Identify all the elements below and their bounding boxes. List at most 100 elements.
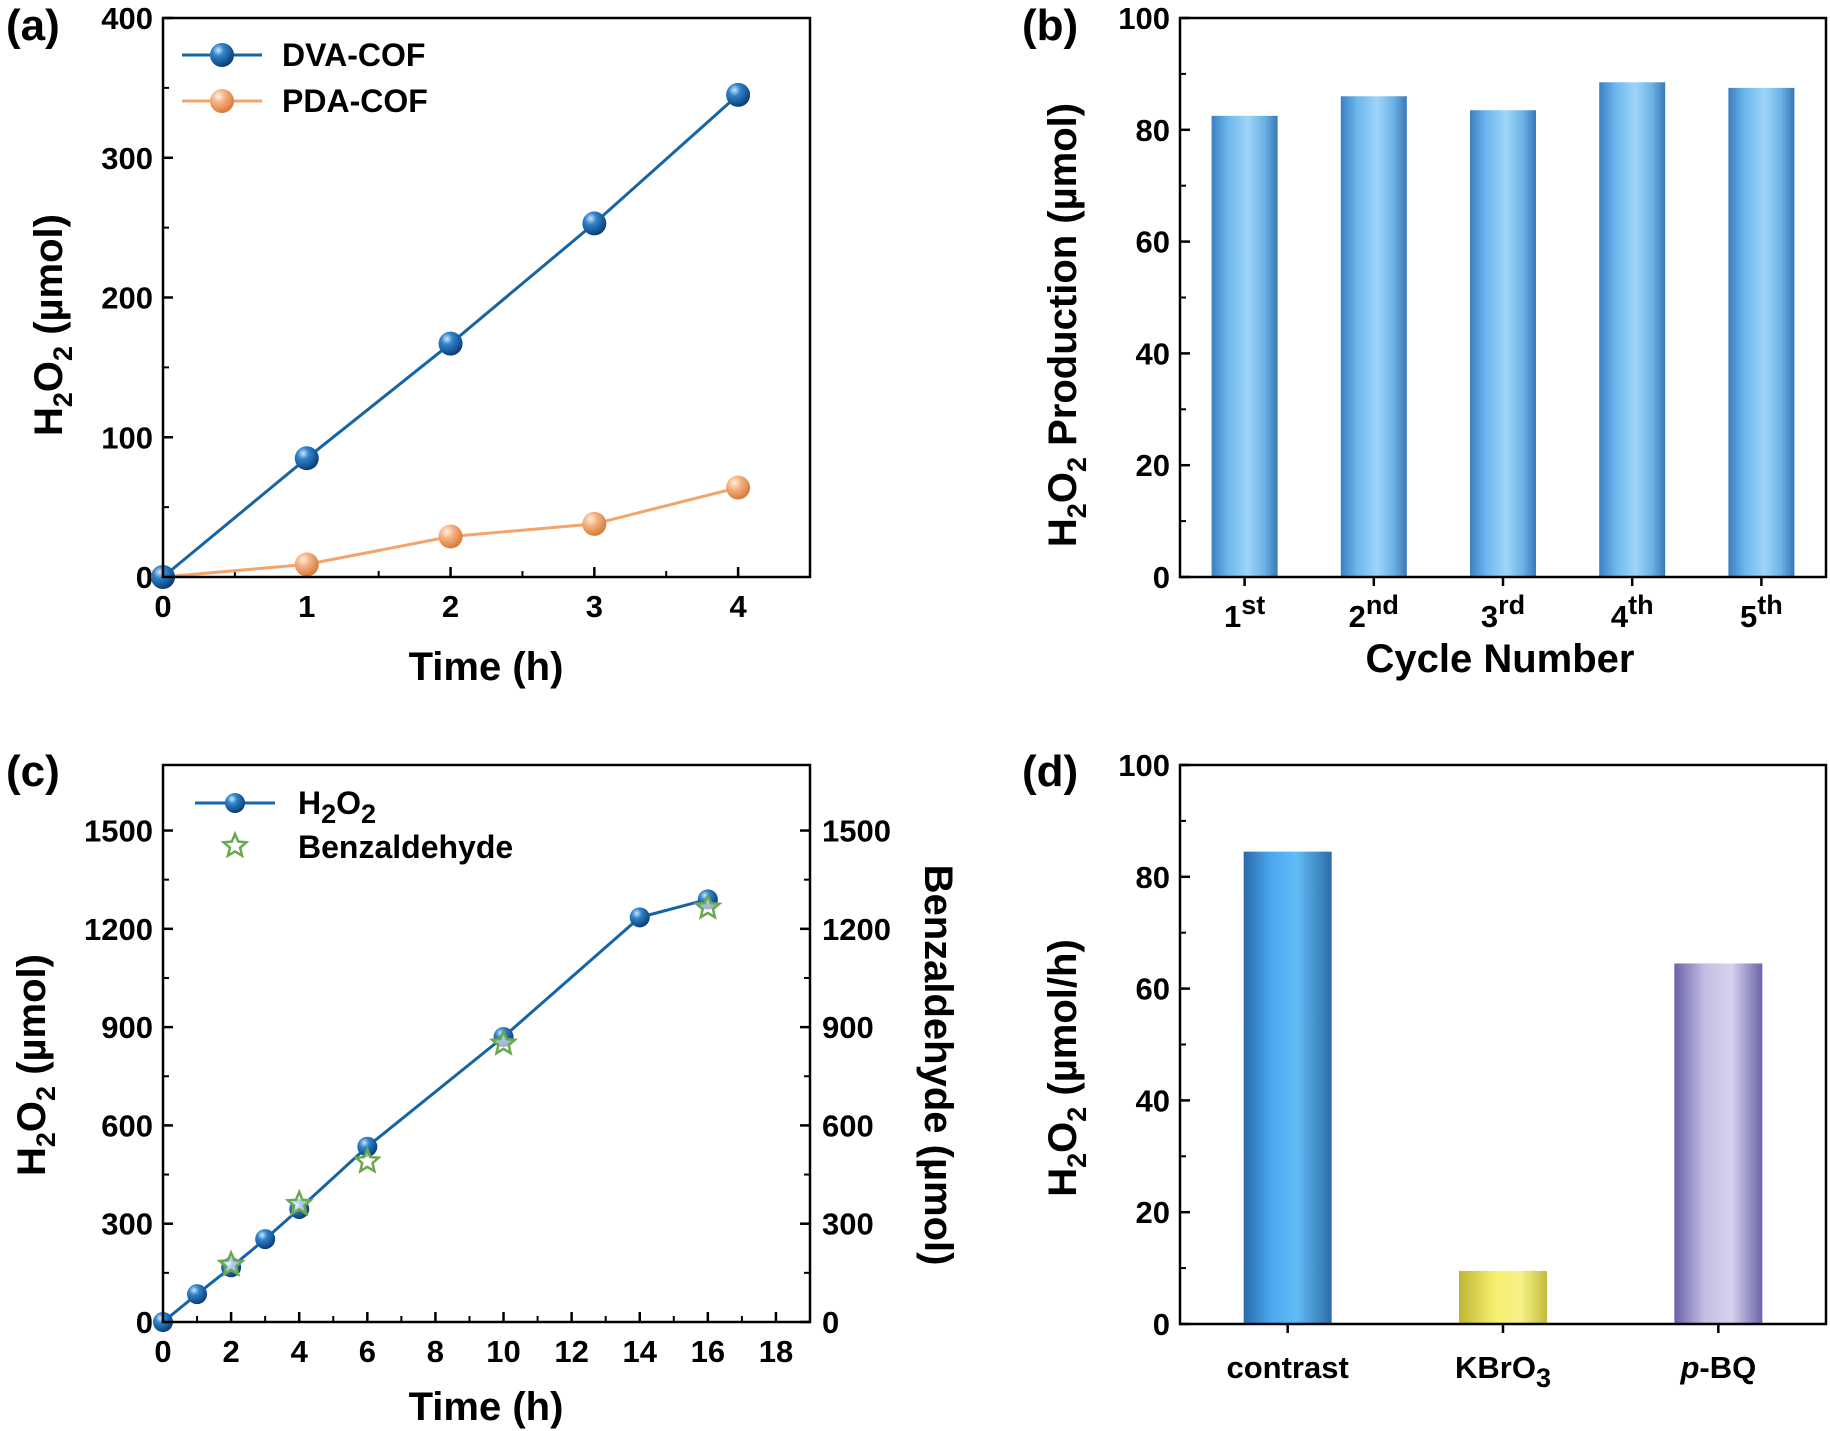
x-tick-label-c-1: 2 [222, 1334, 239, 1369]
y-tick-label-b-0: 0 [1153, 560, 1170, 595]
data-point-c-0-7 [629, 907, 650, 928]
y-tick-label-c-3: 900 [101, 1010, 153, 1045]
x-tick-label-c-6: 12 [554, 1334, 588, 1369]
x-tick-label-c-0: 0 [154, 1334, 171, 1369]
plot-frame-a [161, 16, 812, 579]
data-point-c-1-1 [284, 1188, 314, 1217]
panel-label-d: (d) [1022, 747, 1078, 796]
legend-c-label-0: H2O2 [298, 785, 376, 829]
y-tick-label-b-5: 100 [1118, 1, 1170, 36]
y-tick-label-a-0: 0 [136, 560, 153, 595]
y-tick-label-a-4: 400 [101, 1, 153, 36]
legend-a: DVA-COF PDA-COF [182, 37, 428, 119]
plot-frame-c [161, 763, 812, 1324]
x-tick-label-d-0: contrast [1227, 1350, 1349, 1385]
y-tick-label-a-1: 100 [101, 420, 153, 455]
plot-area-d: 0 20 40 60 80 100 contrast KBrO3 p-BQ [1118, 748, 1828, 1393]
x-tick-label-c-5: 10 [486, 1334, 520, 1369]
y2-tick-label-c-2: 600 [822, 1108, 874, 1143]
bar-b-4 [1728, 87, 1795, 577]
bar-b-1 [1340, 96, 1407, 577]
legend-a-label-1: PDA-COF [282, 83, 428, 119]
x-tick-label-b-3: 4th [1611, 590, 1654, 634]
bar-b-0 [1211, 115, 1278, 577]
panel-label-c: (c) [6, 747, 60, 796]
data-point-c-1-0 [216, 1249, 246, 1278]
y2-tick-label-c-1: 300 [822, 1207, 874, 1242]
y-tick-label-c-5: 1500 [84, 814, 153, 849]
y-tick-label-b-1: 20 [1136, 448, 1170, 483]
xlabel-b: Cycle Number [1366, 637, 1635, 681]
bar-b-3 [1599, 82, 1666, 577]
y-tick-label-c-2: 600 [101, 1108, 153, 1143]
legend-c: H2O2 Benzaldehyde [195, 785, 513, 865]
x-tick-label-a-1: 1 [298, 589, 315, 624]
data-point-c-1-3 [489, 1028, 518, 1056]
x-tick-label-c-8: 16 [691, 1334, 725, 1369]
x-tick-label-a-3: 3 [586, 589, 603, 624]
y2-tick-label-c-3: 900 [822, 1010, 874, 1045]
y-tick-label-b-2: 40 [1136, 336, 1170, 371]
ylabel-a: H2O2 (µmol) [27, 214, 78, 436]
data-point-c-0-1 [187, 1284, 208, 1305]
plot-area-b: 0 20 40 60 80 100 1st 2nd 3rd 4th 5th [1118, 1, 1828, 634]
legend-c-label-1: Benzaldehyde [298, 829, 513, 865]
x-tick-label-d-2: p-BQ [1679, 1350, 1756, 1385]
panel-label-a: (a) [6, 1, 60, 50]
x-tick-label-c-2: 4 [291, 1334, 309, 1369]
y-tick-label-a-3: 300 [101, 141, 153, 176]
y-tick-label-c-1: 300 [101, 1207, 153, 1242]
data-point-a-1-2 [438, 524, 463, 549]
x-tick-label-b-2: 3rd [1481, 590, 1525, 634]
bar-d-2 [1674, 963, 1763, 1324]
plot-area-a: 0 1 2 3 4 0 100 200 300 400 [101, 1, 812, 624]
x-tick-label-a-4: 4 [729, 589, 747, 624]
data-point-a-1-3 [582, 511, 607, 536]
data-point-a-1-4 [726, 475, 751, 500]
x-tick-label-d-1: KBrO3 [1455, 1350, 1551, 1393]
y-tick-label-d-2: 40 [1136, 1083, 1170, 1118]
y2-tick-label-c-5: 1500 [822, 814, 891, 849]
x-tick-label-a-0: 0 [154, 589, 171, 624]
y-tick-label-a-2: 200 [101, 281, 153, 316]
y-tick-label-d-4: 80 [1136, 860, 1170, 895]
y-tick-label-d-3: 60 [1136, 972, 1170, 1007]
legend-c-marker-0 [225, 793, 245, 813]
y-tick-label-c-4: 1200 [84, 912, 153, 947]
data-point-c-0-3 [255, 1229, 276, 1250]
legend-a-marker-1 [210, 89, 234, 113]
xlabel-c: Time (h) [409, 1385, 564, 1429]
y2-tick-label-c-4: 1200 [822, 912, 891, 947]
bar-d-1 [1459, 1270, 1547, 1324]
xlabel-a: Time (h) [409, 645, 564, 689]
data-point-a-0-1 [294, 446, 319, 471]
ylabel-b: H2O2 Production (µmol) [1041, 103, 1092, 547]
x-tick-label-b-4: 5th [1740, 590, 1783, 634]
y-tick-label-b-4: 80 [1136, 113, 1170, 148]
x-tick-label-b-0: 1st [1224, 590, 1265, 634]
x-tick-label-c-7: 14 [622, 1334, 657, 1369]
data-point-a-1-1 [294, 552, 319, 577]
x-tick-label-a-2: 2 [442, 589, 459, 624]
data-point-a-0-3 [582, 211, 607, 236]
y-tick-label-d-5: 100 [1118, 748, 1170, 783]
legend-c-marker-1 [220, 830, 250, 859]
data-point-c-1-4 [693, 892, 723, 920]
bar-d-0 [1243, 851, 1332, 1324]
x-tick-label-c-4: 8 [427, 1334, 444, 1369]
x-tick-label-c-3: 6 [359, 1334, 376, 1369]
x-tick-label-c-9: 18 [759, 1334, 793, 1369]
plot-frame-d [1178, 763, 1828, 1326]
x-tick-label-b-1: 2nd [1349, 590, 1399, 634]
data-point-a-0-4 [726, 82, 751, 107]
y-tick-label-d-1: 20 [1136, 1195, 1170, 1230]
y-tick-label-d-0: 0 [1153, 1307, 1170, 1342]
legend-a-marker-0 [210, 43, 234, 67]
y-tick-label-c-0: 0 [136, 1305, 153, 1340]
legend-a-label-0: DVA-COF [282, 37, 425, 73]
data-point-a-0-2 [438, 331, 463, 356]
y-tick-label-b-3: 60 [1136, 225, 1170, 260]
bar-b-2 [1470, 110, 1536, 578]
